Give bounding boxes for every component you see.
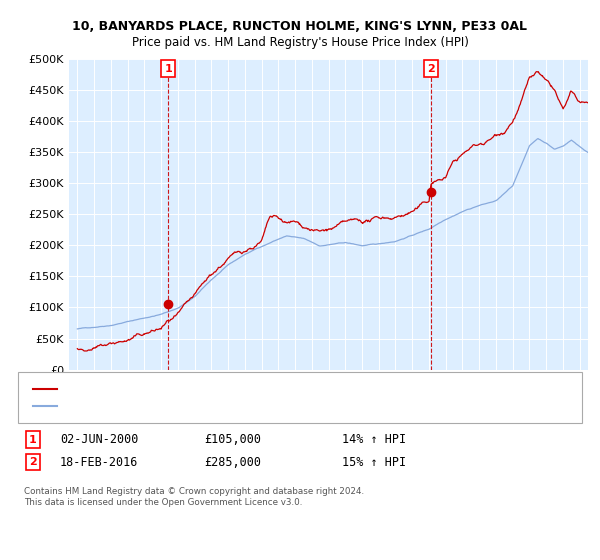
Text: £105,000: £105,000: [204, 433, 261, 446]
Text: 14% ↑ HPI: 14% ↑ HPI: [342, 433, 406, 446]
Text: Price paid vs. HM Land Registry's House Price Index (HPI): Price paid vs. HM Land Registry's House …: [131, 36, 469, 49]
Text: 1: 1: [29, 435, 37, 445]
Text: Contains HM Land Registry data © Crown copyright and database right 2024.
This d: Contains HM Land Registry data © Crown c…: [24, 487, 364, 507]
Text: 2: 2: [29, 457, 37, 467]
Text: 10, BANYARDS PLACE, RUNCTON HOLME, KING'S LYNN, PE33 0AL (detached house): 10, BANYARDS PLACE, RUNCTON HOLME, KING'…: [60, 384, 493, 394]
Text: 15% ↑ HPI: 15% ↑ HPI: [342, 455, 406, 469]
Text: 1: 1: [164, 64, 172, 74]
Text: 02-JUN-2000: 02-JUN-2000: [60, 433, 139, 446]
Text: £285,000: £285,000: [204, 455, 261, 469]
Text: 2: 2: [427, 64, 435, 74]
Text: 10, BANYARDS PLACE, RUNCTON HOLME, KING'S LYNN, PE33 0AL: 10, BANYARDS PLACE, RUNCTON HOLME, KING'…: [73, 20, 527, 32]
Text: HPI: Average price, detached house, King's Lynn and West Norfolk: HPI: Average price, detached house, King…: [60, 401, 404, 411]
Text: 18-FEB-2016: 18-FEB-2016: [60, 455, 139, 469]
